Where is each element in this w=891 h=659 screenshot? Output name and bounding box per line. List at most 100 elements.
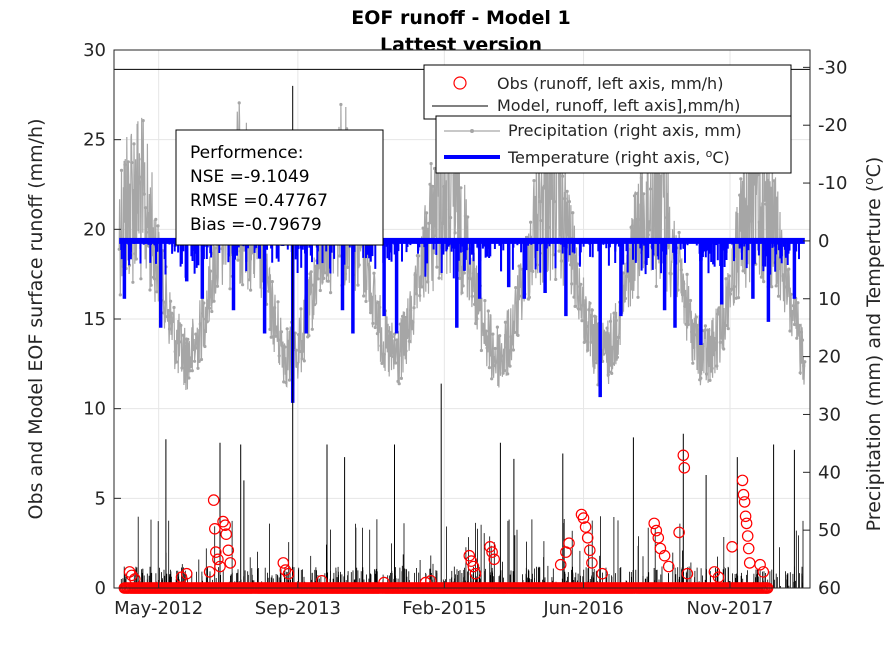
y-axis-left-label: Obs and Model EOF surface runoff (mm/h) bbox=[25, 119, 47, 520]
precipitation-point bbox=[170, 311, 174, 315]
precipitation-point bbox=[297, 333, 301, 337]
precipitation-point bbox=[323, 271, 327, 275]
precipitation-point bbox=[420, 285, 424, 289]
obs-point bbox=[488, 553, 500, 566]
precipitation-point bbox=[283, 345, 287, 349]
precipitation-point bbox=[162, 311, 166, 315]
precipitation-point bbox=[506, 372, 510, 376]
precipitation-point bbox=[469, 277, 473, 281]
obs-point bbox=[662, 560, 675, 573]
precipitation-point bbox=[286, 339, 290, 343]
precipitation-point bbox=[131, 280, 135, 284]
precipitation-point bbox=[788, 329, 792, 333]
y-right-tick-label: 0 bbox=[818, 231, 829, 252]
precipitation-point bbox=[385, 345, 389, 349]
precipitation-point bbox=[431, 200, 435, 204]
precipitation-point bbox=[539, 219, 543, 223]
precipitation-point bbox=[724, 277, 728, 281]
precipitation-point bbox=[273, 306, 277, 310]
precipitation-point bbox=[749, 219, 753, 223]
precipitation-point bbox=[487, 366, 491, 370]
obs-point bbox=[741, 530, 754, 542]
precipitation-point bbox=[418, 294, 422, 298]
precipitation-point bbox=[461, 284, 465, 288]
precipitation-point bbox=[502, 369, 506, 373]
precipitation-point bbox=[249, 288, 253, 292]
obs-point bbox=[738, 496, 751, 508]
precipitation-point bbox=[561, 174, 565, 178]
obs-point bbox=[739, 510, 752, 523]
precipitation-point bbox=[491, 332, 495, 336]
obs-point bbox=[754, 558, 766, 571]
precipitation-point bbox=[701, 344, 705, 348]
precipitation-point bbox=[275, 326, 279, 331]
precipitation-point bbox=[187, 376, 191, 380]
obs-point bbox=[577, 512, 590, 524]
precipitation-point bbox=[346, 265, 350, 269]
precipitation-point bbox=[518, 284, 522, 288]
obs-point bbox=[424, 574, 437, 587]
precipitation-point bbox=[554, 277, 558, 281]
precipitation-point bbox=[725, 324, 729, 328]
precipitation-point bbox=[378, 305, 382, 309]
precipitation-point bbox=[179, 323, 183, 327]
precipitation-point bbox=[594, 315, 598, 319]
precipitation-point bbox=[178, 340, 182, 344]
precipitation-point bbox=[266, 276, 270, 280]
precipitation-point bbox=[722, 347, 726, 351]
precipitation-point bbox=[479, 348, 483, 353]
precipitation-point bbox=[739, 177, 743, 181]
precipitation-point bbox=[579, 282, 583, 286]
x-tick-label: Sep-2013 bbox=[255, 598, 341, 619]
precipitation-point bbox=[787, 267, 791, 271]
precipitation-point bbox=[302, 359, 306, 363]
precipitation-point bbox=[684, 322, 688, 326]
precipitation-point bbox=[370, 308, 374, 312]
precipitation-point bbox=[635, 217, 639, 222]
precipitation-point bbox=[553, 200, 557, 204]
precipitation-point bbox=[678, 259, 682, 263]
precipitation-point bbox=[153, 277, 157, 281]
precipitation-point bbox=[402, 330, 406, 334]
precipitation-point bbox=[531, 269, 535, 273]
legend-model-label: Model, runoff, left axis],mm/h) bbox=[497, 96, 740, 115]
precipitation-point bbox=[475, 317, 479, 321]
precipitation-point bbox=[740, 193, 744, 197]
precipitation-point bbox=[572, 295, 576, 299]
precipitation-point bbox=[206, 299, 210, 303]
precipitation-point bbox=[776, 294, 781, 298]
precipitation-point bbox=[679, 268, 684, 272]
precipitation-point bbox=[746, 205, 750, 209]
precipitation-point bbox=[150, 252, 154, 256]
precipitation-point bbox=[310, 327, 314, 331]
precipitation-point bbox=[622, 299, 626, 303]
precipitation-point bbox=[764, 202, 768, 206]
precipitation-point bbox=[717, 306, 721, 310]
precipitation-point bbox=[194, 332, 198, 336]
precipitation-point bbox=[590, 308, 594, 312]
precipitation-point bbox=[532, 179, 536, 183]
precipitation-point bbox=[143, 206, 148, 210]
precipitation-point bbox=[770, 285, 774, 289]
precipitation-point bbox=[759, 275, 764, 279]
precipitation-point bbox=[369, 311, 373, 315]
precipitation-point bbox=[138, 175, 142, 179]
precipitation-point bbox=[197, 359, 201, 363]
precipitation-point bbox=[195, 346, 199, 350]
precipitation-point bbox=[792, 322, 797, 327]
precipitation-point bbox=[260, 279, 264, 283]
precipitation-point bbox=[309, 270, 313, 274]
precipitation-point bbox=[403, 345, 407, 349]
y-right-tick-label: -30 bbox=[818, 57, 847, 78]
precipitation-point bbox=[498, 334, 502, 338]
obs-point bbox=[650, 524, 663, 537]
annotation-line: NSE =-9.1049 bbox=[190, 167, 310, 187]
y-right-tick-label: 40 bbox=[818, 462, 841, 483]
precipitation-point bbox=[571, 211, 575, 215]
precipitation-point bbox=[654, 284, 658, 288]
precipitation-point bbox=[430, 184, 434, 188]
precipitation-point bbox=[493, 346, 497, 351]
precipitation-point bbox=[540, 199, 544, 204]
obs-point bbox=[596, 567, 608, 580]
precipitation-point bbox=[557, 249, 561, 253]
